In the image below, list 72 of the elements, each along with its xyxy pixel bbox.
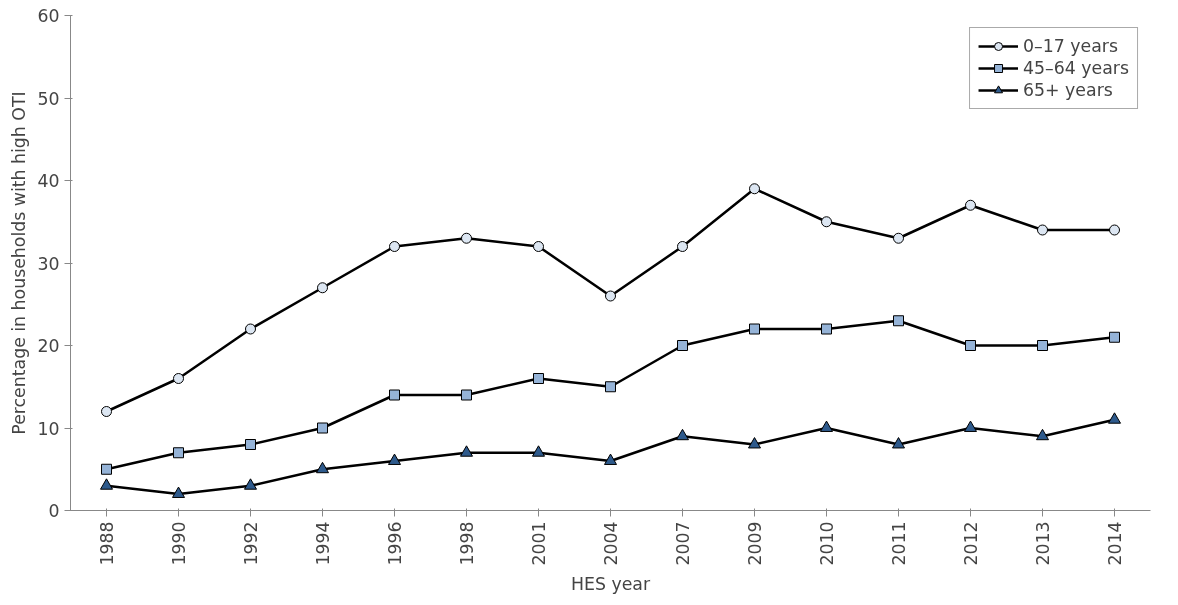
point [821,216,832,228]
y-axis-title: Percentage in households with high OTI [9,91,30,435]
point [533,373,544,384]
point [821,323,832,335]
point [893,315,904,327]
point [1108,412,1121,424]
point [1036,428,1049,441]
point [461,232,472,244]
x-tick-label: 1988 [97,521,117,566]
legend-label: 45–64 years [1023,58,1129,78]
y-tick-label: 30 [37,253,60,274]
point [316,461,329,474]
x-tick-label: 1994 [313,521,333,566]
point [101,406,112,417]
point [964,420,977,432]
x-tick-label: 2010 [817,521,837,566]
x-tick-label: 2009 [745,521,765,566]
y-tick-label: 50 [37,88,60,109]
point [389,241,400,252]
point [173,447,184,459]
x-tick-label: 2004 [601,521,621,566]
x-tick-label: 1998 [457,521,477,566]
x-tick-label: 2012 [961,521,981,566]
point [244,478,257,490]
point [172,486,185,498]
y-tick-label: 10 [37,418,60,439]
x-tick-label: 1992 [241,521,261,566]
point [820,420,833,432]
point [965,199,976,211]
point [892,437,905,449]
point [1037,224,1048,236]
point [677,340,688,351]
point [173,373,184,384]
point [100,478,113,490]
x-tick-label: 1990 [169,521,189,566]
point [460,445,473,457]
x-tick-label: 1996 [385,521,405,566]
point [965,340,976,351]
point [749,183,760,195]
point [1109,331,1120,343]
point [676,428,689,441]
legend-label: 65+ years [1023,80,1113,100]
point [245,323,256,335]
point [461,389,472,401]
point [604,453,617,465]
point [389,389,400,401]
y-tick-label: 40 [37,171,60,191]
y-tick-label: 20 [37,336,60,356]
x-axis-title: HES year [570,573,651,594]
point [245,439,256,450]
point [101,463,112,475]
y-tick-label: 60 [37,6,60,26]
point [748,437,761,449]
point [317,282,328,294]
point [605,381,616,393]
y-tick-label: 0 [48,501,60,521]
point [749,323,760,335]
point [893,232,904,244]
point [317,422,328,434]
point [532,445,545,457]
point [605,290,616,302]
point [388,453,401,465]
x-tick-label: 2011 [889,521,909,566]
x-tick-label: 2014 [1105,521,1125,566]
point [1109,224,1120,236]
point [677,241,688,252]
x-tick-label: 2013 [1033,521,1053,566]
point [533,241,544,252]
x-tick-label: 2007 [673,521,693,566]
x-tick-label: 2001 [529,521,549,566]
legend-label: 0–17 years [1023,36,1118,56]
point [1037,340,1048,351]
